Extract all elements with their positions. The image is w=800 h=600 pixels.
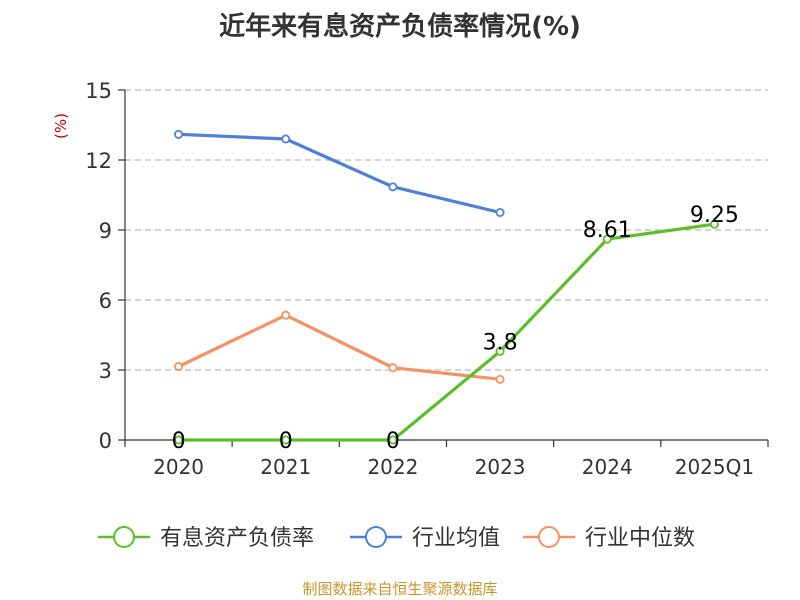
data-label-2: 0 bbox=[386, 429, 400, 454]
data-point-0-3 bbox=[495, 346, 505, 356]
y-tick-label-3: 3 bbox=[99, 359, 112, 383]
y-tick-label-12: 12 bbox=[85, 149, 112, 173]
x-tick-label-2024: 2024 bbox=[582, 455, 633, 479]
data-labels: 0 0 0 3.8 8.61 9.25 bbox=[172, 203, 739, 454]
y-axis-label: (%) bbox=[52, 113, 70, 139]
legend-item-2[interactable]: 行业中位数 bbox=[523, 526, 695, 551]
data-label-1: 0 bbox=[279, 429, 293, 454]
legend-item-0[interactable]: 有息资产负债率 bbox=[98, 526, 314, 551]
series-line-2 bbox=[176, 313, 502, 381]
data-point-1-2 bbox=[388, 182, 398, 192]
legend-marker-1 bbox=[365, 526, 387, 548]
chart-title: 近年来有息资产负债率情况(%) bbox=[219, 12, 581, 42]
source-note: 制图数据来自恒生聚源数据库 bbox=[302, 580, 498, 598]
data-point-0-1 bbox=[281, 435, 291, 445]
legend-item-1[interactable]: 行业均值 bbox=[350, 526, 500, 551]
x-tick-label-2021: 2021 bbox=[260, 455, 311, 479]
data-point-0-0 bbox=[174, 435, 184, 445]
data-label-5: 9.25 bbox=[690, 203, 739, 228]
y-tick-label-15: 15 bbox=[85, 79, 112, 103]
data-point-1-3 bbox=[495, 207, 505, 217]
data-point-0-5 bbox=[709, 219, 719, 229]
axes: 0 3 6 9 12 15 2020 2021 2022 2023 2024 2025Q1 (%) bbox=[52, 79, 769, 479]
data-point-2-2 bbox=[388, 363, 398, 373]
x-tick-label-2022: 2022 bbox=[367, 455, 418, 479]
data-point-2-1 bbox=[281, 310, 291, 320]
data-point-2-3 bbox=[495, 374, 505, 384]
y-tick-label-0: 0 bbox=[99, 429, 112, 453]
data-label-4: 8.61 bbox=[583, 218, 632, 243]
data-point-1-0 bbox=[174, 129, 184, 139]
series-line-1 bbox=[176, 132, 502, 215]
x-tick-label-2025Q1: 2025Q1 bbox=[675, 455, 754, 479]
data-point-2-0 bbox=[174, 361, 184, 371]
legend-label-0: 有息资产负债率 bbox=[160, 526, 314, 551]
data-label-0: 0 bbox=[172, 429, 186, 454]
legend-label-2: 行业中位数 bbox=[585, 526, 695, 551]
data-label-3: 3.8 bbox=[483, 330, 518, 355]
data-point-0-2 bbox=[388, 435, 398, 445]
x-tick-label-2020: 2020 bbox=[153, 455, 204, 479]
legend-label-1: 行业均值 bbox=[412, 526, 500, 551]
series-lines bbox=[174, 129, 719, 445]
y-tick-label-6: 6 bbox=[99, 289, 112, 313]
grid-lines bbox=[125, 89, 768, 371]
legend-marker-0 bbox=[113, 526, 135, 548]
legend-marker-2 bbox=[538, 526, 560, 548]
series-line-0 bbox=[176, 222, 717, 442]
y-tick-label-9: 9 bbox=[99, 219, 112, 243]
data-point-1-1 bbox=[281, 134, 291, 144]
x-tick-label-2023: 2023 bbox=[475, 455, 526, 479]
data-point-0-4 bbox=[602, 234, 612, 244]
legend[interactable]: 有息资产负债率 行业均值 行业中位数 bbox=[98, 526, 695, 551]
